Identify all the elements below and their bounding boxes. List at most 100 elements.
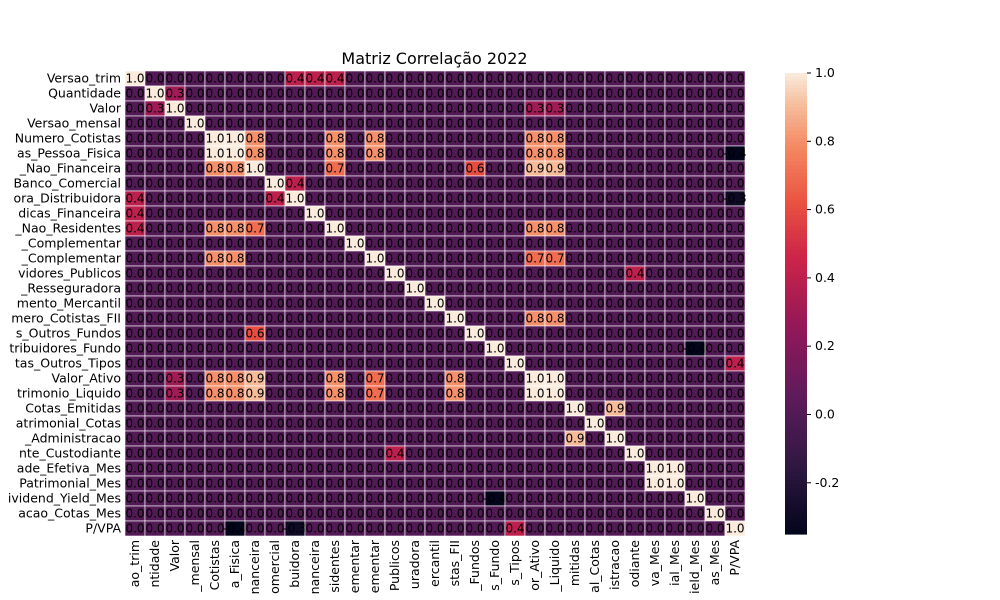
cell-value-label: 0.8 [245,132,264,146]
cell-value-label: 0.0 [225,192,244,206]
cell-value-label: 0.0 [565,447,584,461]
cell-value-label: 0.0 [465,507,484,521]
cell-value-label: 0.0 [365,87,384,101]
cell-value-label: 0.0 [545,447,564,461]
cell-value-label: 0.0 [585,462,604,476]
cell-value-label: 0.0 [145,402,164,416]
cell-value-label: 0.0 [425,417,444,431]
cell-value-label: 0.0 [145,132,164,146]
cell-value-label: 1.0 [445,312,464,326]
cell-value-label: 0.0 [325,522,344,536]
cell-value-label: 1.0 [125,72,144,86]
cell-value-label: 0.0 [725,342,744,356]
cell-value-label: 0.0 [165,447,184,461]
cell-value-label: 0.0 [345,492,364,506]
cell-value-label: 1.0 [565,402,584,416]
cell-value-label: 0.0 [145,267,164,281]
colorbar-segment [785,468,807,474]
cell-value-label: 0.0 [725,132,744,146]
cell-value-label: 0.0 [405,132,424,146]
cell-value-label: 0.0 [385,252,404,266]
cell-value-label: 0.0 [465,267,484,281]
cell-value-label: 0.0 [165,492,184,506]
colorbar-tick-label: -0.2 [815,475,839,490]
cell-value-label: 0.0 [725,372,744,386]
colorbar-segment [785,165,807,170]
cell-value-label: 0.0 [165,72,184,86]
cell-value-label: 0.8 [225,387,244,401]
cell-value-label: 0.0 [345,432,364,446]
cell-value-label: 0.0 [245,72,264,86]
row-tick-label: Valor_Ativo [51,371,121,386]
cell-value-label: 0.0 [725,492,744,506]
cell-value-label: 0.0 [505,207,524,221]
cell-value-label: 0.0 [565,342,584,356]
cell-value-label: 0.0 [185,237,204,251]
cell-value-label: 0.0 [545,402,564,416]
cell-value-label: 0.0 [325,87,344,101]
cell-value-label: 0.0 [225,402,244,416]
cell-value-label: 0.0 [265,102,284,116]
cell-value-label: 0.0 [445,72,464,86]
cell-value-label: 0.0 [265,162,284,176]
cell-value-label: 0.0 [245,312,264,326]
colorbar-segment [785,180,807,186]
cell-value-label: 0.0 [505,177,524,191]
cell-value-label: 0.4 [325,72,344,86]
cell-value-label: 0.0 [545,522,564,536]
cell-value-label: 0.0 [185,297,204,311]
cell-value-label: 0.0 [445,462,464,476]
colorbar-segment [785,99,807,105]
row-tick-label: Numero_Cotistas [15,131,121,146]
cell-value-label: 0.0 [405,87,424,101]
cell-value-label: 0.0 [485,327,504,341]
colorbar-segment [785,530,807,535]
cell-value-label: 0.0 [405,477,424,491]
colorbar-segment [785,73,807,78]
cell-value-label: 0.0 [565,117,584,131]
cell-value-label: 0.0 [185,477,204,491]
colorbar-tick-label: 0.0 [815,406,835,421]
cell-value-label: 0.0 [385,147,404,161]
cell-value-label: 0.0 [605,462,624,476]
cell-value-label: 0.0 [445,222,464,236]
cell-value-label: 0.4 [285,177,304,191]
cell-value-label: 0.0 [705,372,724,386]
row-tick-label: as_Pessoa_Fisica [17,146,121,161]
cell-value-label: 0.0 [445,132,464,146]
cell-value-label: 0.0 [705,477,724,491]
cell-value-label: 0.0 [325,177,344,191]
cell-value-label: 0.0 [645,417,664,431]
cell-value-label: 0.0 [645,267,664,281]
cell-value-label: 0.0 [385,297,404,311]
cell-value-label: 0.0 [125,147,144,161]
cell-value-label: 0.0 [325,192,344,206]
cell-value-label: 0.0 [125,342,144,356]
colorbar-segment [785,518,807,524]
cell-value-label: 0.0 [605,447,624,461]
cell-value-label: 0.0 [725,417,744,431]
cell-value-label: 0.0 [225,237,244,251]
cell-value-label: 0.0 [625,432,644,446]
cell-value-label: 0.0 [725,162,744,176]
cell-value-label: 0.0 [485,132,504,146]
colorbar-segment [785,268,807,274]
cell-value-label: 0.0 [145,72,164,86]
cell-value-label: 0.0 [405,222,424,236]
cell-value-label: 1.0 [325,222,344,236]
cell-value-label: 0.0 [365,207,384,221]
cell-value-label: 0.0 [645,282,664,296]
cell-value-label: 0.0 [125,462,144,476]
cell-value-label: 0.0 [165,117,184,131]
cell-value-label: 0.0 [585,282,604,296]
colorbar-segment [785,92,807,97]
colorbar-segment [785,157,807,162]
cell-value-label: 0.0 [585,147,604,161]
cell-value-label: 0.0 [245,117,264,131]
cell-value-label: 0.0 [645,357,664,371]
cell-value-label: 0.0 [485,282,504,296]
cell-value-label: 0.0 [465,222,484,236]
cell-value-label: 0.0 [365,327,384,341]
cell-value-label: 0.0 [465,192,484,206]
cell-value-label: 0.0 [265,237,284,251]
